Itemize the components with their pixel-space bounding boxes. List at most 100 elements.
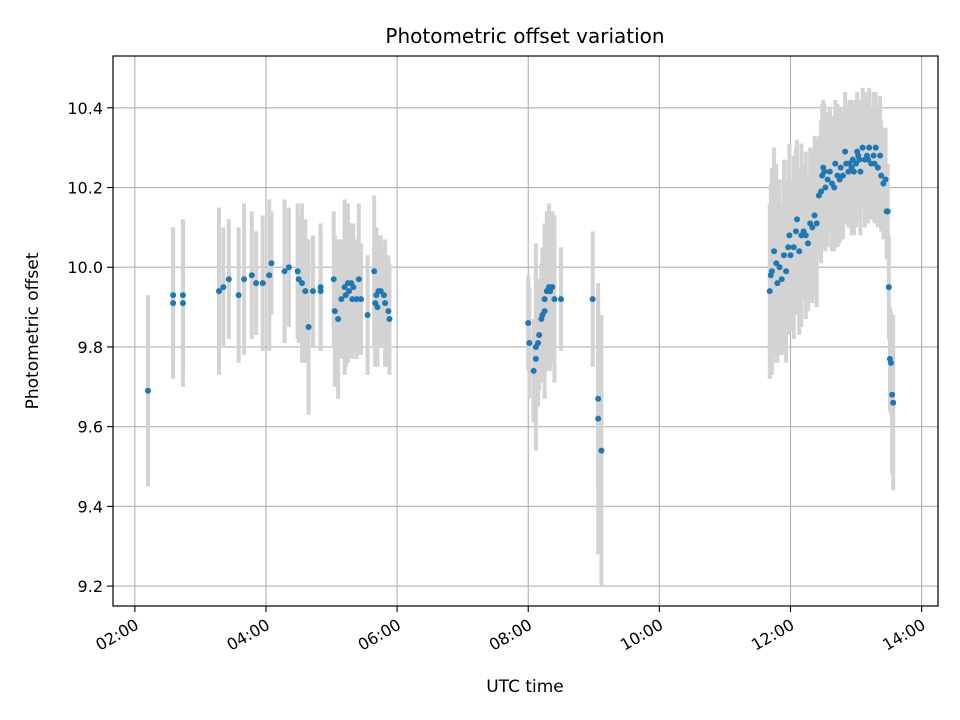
data-point [824, 176, 831, 183]
data-point [773, 260, 780, 267]
data-point [874, 164, 881, 171]
data-point [377, 288, 384, 295]
data-point [530, 367, 537, 374]
data-point [170, 292, 177, 299]
data-point [526, 339, 533, 346]
data-point [179, 300, 186, 307]
data-point [792, 228, 799, 235]
data-point [890, 399, 897, 406]
data-point [294, 268, 301, 275]
data-point [259, 280, 266, 287]
data-point [780, 252, 787, 259]
data-point [821, 168, 828, 175]
data-point [796, 248, 803, 255]
data-point [826, 168, 833, 175]
data-point [771, 248, 778, 255]
data-point [525, 320, 532, 327]
data-point [856, 156, 863, 163]
data-point [355, 276, 362, 283]
y-tick-label: 10.2 [67, 179, 103, 198]
data-point [809, 224, 816, 231]
data-point [811, 212, 818, 219]
data-point [790, 244, 797, 251]
data-point [535, 339, 542, 346]
data-point [541, 296, 548, 303]
data-point [768, 268, 775, 275]
data-point [836, 176, 843, 183]
data-point [551, 296, 558, 303]
grid [113, 56, 938, 606]
y-tick-label: 9.2 [78, 577, 103, 596]
data-point [870, 152, 877, 159]
data-point [144, 387, 151, 394]
data-point [382, 300, 389, 307]
data-point [215, 288, 222, 295]
data-point [170, 300, 177, 307]
data-point [837, 164, 844, 171]
data-point [589, 296, 596, 303]
data-point [309, 288, 316, 295]
data-point [302, 288, 309, 295]
data-point [335, 316, 342, 323]
y-tick-label: 10.4 [67, 99, 103, 118]
data-point [225, 276, 232, 283]
chart-title: Photometric offset variation [385, 24, 664, 48]
y-axis: 9.2 9.4 9.6 9.8 10.0 10.2 10.4 [67, 99, 113, 596]
y-tick-label: 9.8 [78, 338, 103, 357]
data-point [832, 160, 839, 167]
data-point [380, 292, 387, 299]
data-point [866, 144, 873, 151]
data-point [386, 316, 393, 323]
data-point [889, 391, 896, 398]
data-point [766, 288, 773, 295]
data-point [885, 284, 892, 291]
data-point [558, 296, 565, 303]
data-point [346, 288, 353, 295]
data-point [595, 415, 602, 422]
data-point [859, 144, 866, 151]
data-point [786, 232, 793, 239]
data-point [871, 160, 878, 167]
data-point [532, 355, 539, 362]
data-point [882, 176, 889, 183]
data-point [341, 284, 348, 291]
y-tick-label: 9.6 [78, 418, 103, 437]
data-point [241, 276, 248, 283]
data-point [248, 272, 255, 279]
y-tick-label: 10.0 [67, 258, 103, 277]
data-point [778, 276, 785, 283]
data-point [794, 216, 801, 223]
plot-area-frame [112, 55, 939, 607]
data-point [783, 268, 790, 275]
data-point [317, 288, 324, 295]
data-point [385, 308, 392, 315]
data-point [774, 280, 781, 287]
data-point [266, 272, 273, 279]
data-point [845, 168, 852, 175]
data-point [350, 284, 357, 291]
y-axis-title: Photometric offset [23, 252, 43, 409]
data-point [235, 292, 242, 299]
data-point [220, 284, 227, 291]
x-axis-title: UTC time [486, 677, 564, 697]
data-point [850, 168, 857, 175]
data-point [549, 284, 556, 291]
data-point [374, 304, 381, 311]
data-point [253, 280, 260, 287]
data-point [839, 172, 846, 179]
data-point [813, 220, 820, 227]
data-point [299, 280, 306, 287]
data-point [364, 312, 371, 319]
data-point [595, 395, 602, 402]
data-point [804, 240, 811, 247]
data-point [776, 264, 783, 271]
data-point [884, 208, 891, 215]
data-point [822, 184, 829, 191]
data-point [877, 152, 884, 159]
data-point [349, 296, 356, 303]
data-point [358, 296, 365, 303]
data-point [353, 296, 360, 303]
data-point [342, 292, 349, 299]
data-point [849, 156, 856, 163]
